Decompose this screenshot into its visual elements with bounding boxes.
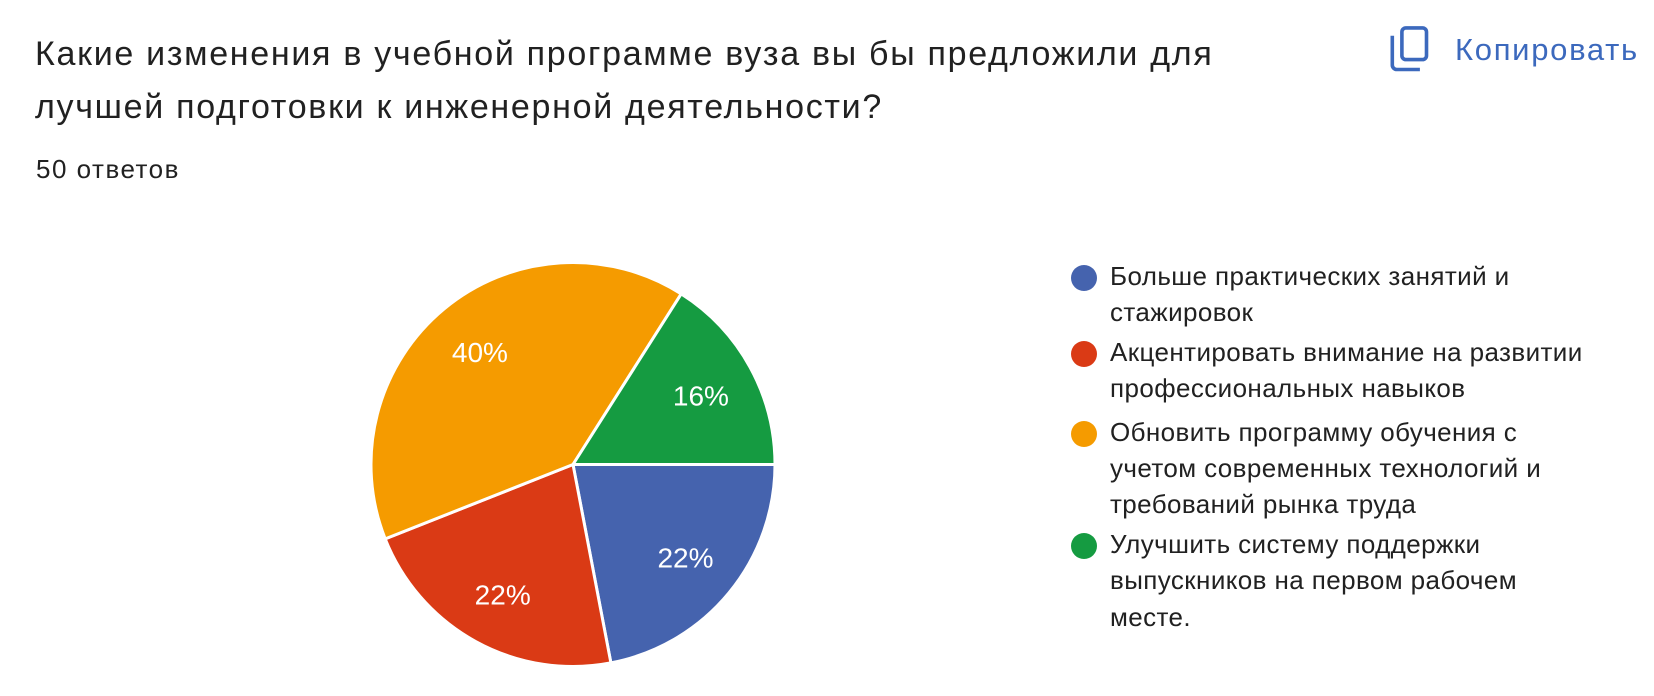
svg-text:22%: 22% [657,543,713,574]
svg-text:22%: 22% [475,580,531,611]
svg-text:40%: 40% [452,337,508,368]
svg-text:16%: 16% [673,381,729,412]
